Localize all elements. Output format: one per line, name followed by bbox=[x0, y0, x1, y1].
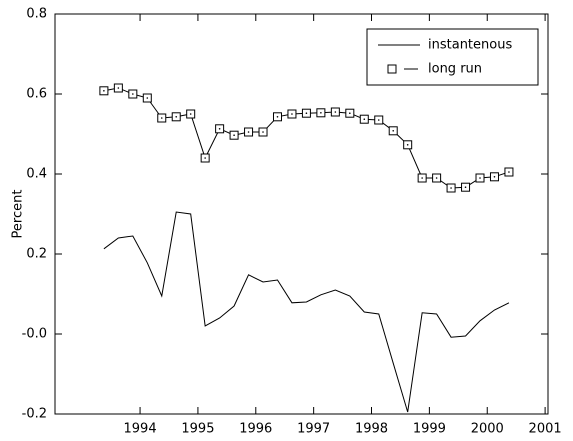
marker-dot bbox=[189, 113, 192, 115]
x-tick-label: 1998 bbox=[355, 422, 388, 437]
y-axis-label: Percent bbox=[11, 190, 26, 239]
marker-dot bbox=[247, 131, 250, 133]
marker-dot bbox=[218, 128, 221, 130]
x-tick-label: 2001 bbox=[529, 422, 562, 437]
marker-dot bbox=[175, 116, 178, 118]
marker-dot bbox=[233, 134, 235, 136]
y-tick-label: -0.0 bbox=[22, 327, 47, 342]
x-tick-label: 1995 bbox=[181, 422, 214, 437]
series-line bbox=[103, 211, 510, 413]
legend-label: instantenous bbox=[428, 38, 512, 53]
y-tick-label: 0.2 bbox=[26, 247, 47, 262]
x-tick-label: 2000 bbox=[471, 422, 504, 437]
marker-dot bbox=[508, 171, 510, 173]
marker-dot bbox=[421, 177, 423, 179]
legend-label: long run bbox=[428, 62, 482, 77]
marker-dot bbox=[146, 97, 149, 99]
marker-dot bbox=[262, 131, 264, 133]
marker-dot bbox=[435, 177, 438, 179]
marker-dot bbox=[276, 116, 279, 118]
marker-dot bbox=[305, 112, 308, 114]
marker-dot bbox=[363, 118, 366, 120]
marker-dot bbox=[406, 144, 409, 146]
x-tick-label: 1999 bbox=[413, 422, 446, 437]
y-tick-label: 0.8 bbox=[26, 7, 47, 22]
plot-frame bbox=[54, 13, 549, 415]
marker-dot bbox=[464, 186, 467, 188]
x-tick-label: 1996 bbox=[239, 422, 272, 437]
y-tick-label: 0.4 bbox=[26, 167, 47, 182]
marker-dot bbox=[132, 93, 134, 95]
marker-dot bbox=[103, 90, 105, 92]
marker-dot bbox=[493, 176, 496, 178]
legend-marker bbox=[387, 64, 397, 74]
marker-dot bbox=[320, 112, 322, 114]
y-tick-label: -0.2 bbox=[22, 407, 47, 422]
series-line bbox=[103, 87, 510, 189]
y-tick-label: 0.6 bbox=[26, 87, 47, 102]
marker-dot bbox=[377, 119, 380, 121]
legend-box bbox=[366, 28, 539, 86]
x-tick-label: 1994 bbox=[124, 422, 157, 437]
marker-dot bbox=[204, 157, 206, 159]
marker-dot bbox=[291, 113, 293, 115]
marker-dot bbox=[349, 112, 351, 114]
marker-dot bbox=[479, 177, 481, 179]
marker-dot bbox=[117, 87, 120, 89]
marker-dot bbox=[450, 187, 452, 189]
marker-dot bbox=[160, 117, 163, 119]
marker-dot bbox=[334, 111, 337, 113]
x-tick-label: 1997 bbox=[297, 422, 330, 437]
marker-dot bbox=[392, 130, 395, 132]
